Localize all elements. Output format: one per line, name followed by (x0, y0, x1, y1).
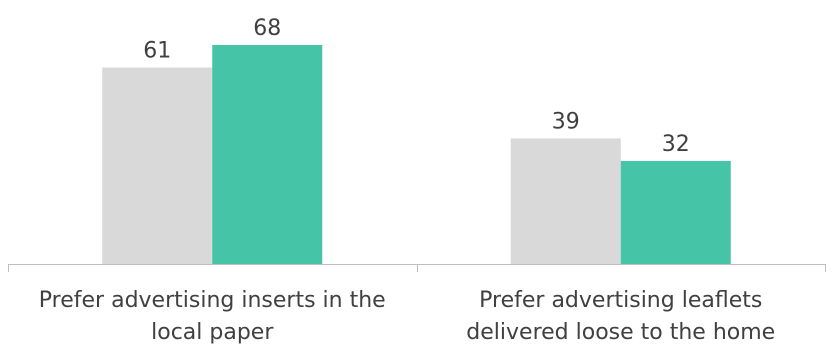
data-label-1-0: 39 (552, 109, 580, 134)
category-label-1-line-1: delivered loose to the home (466, 320, 775, 345)
data-label-0-1: 68 (253, 16, 281, 41)
category-label-0-line-0: Prefer advertising inserts in the (39, 288, 386, 313)
data-label-1-1: 32 (662, 132, 690, 157)
bar-1-0 (510, 138, 621, 264)
bar-0-1 (212, 45, 323, 264)
category-labels-layer: Prefer advertising inserts in the local p… (39, 288, 775, 345)
data-labels-layer: 61 68 39 32 (143, 16, 690, 157)
x-axis (8, 264, 826, 272)
category-label-0-line-1: local paper (151, 320, 274, 345)
category-label-1-line-0: Prefer advertising leaflets (479, 288, 762, 313)
bars-layer (102, 45, 731, 264)
data-label-0-0: 61 (143, 39, 171, 64)
bar-0-0 (102, 67, 213, 264)
bar-1-1 (620, 160, 731, 264)
